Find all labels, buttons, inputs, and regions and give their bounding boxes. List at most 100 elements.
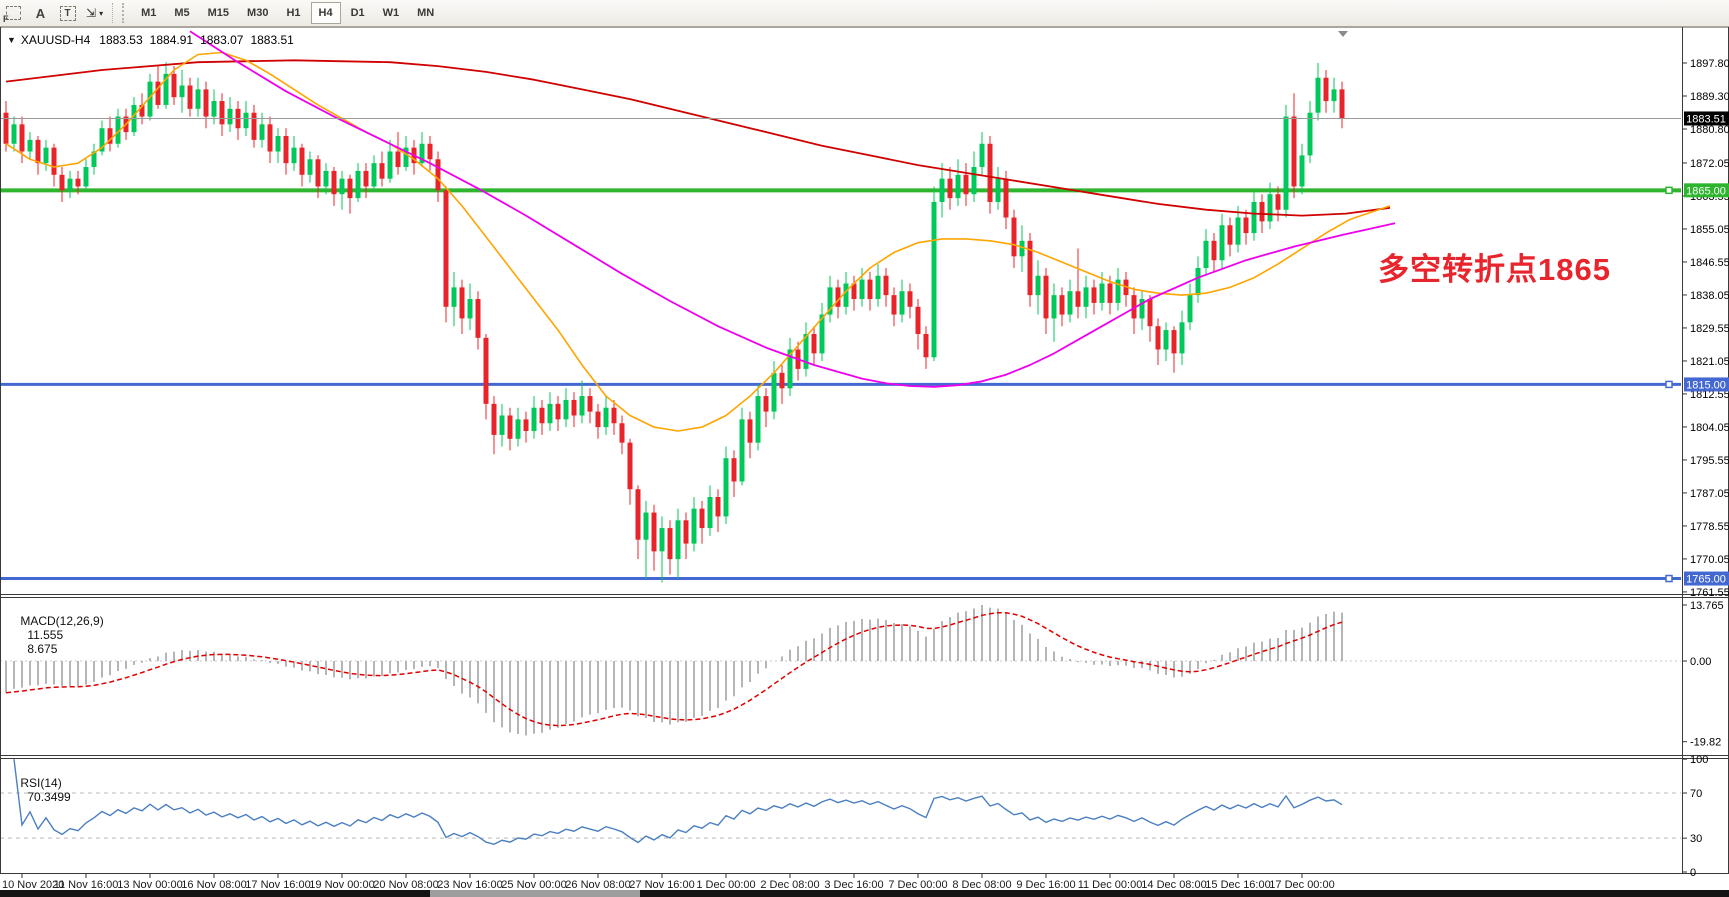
fibonacci-icon[interactable]: F (1, 2, 26, 25)
chart-canvas[interactable]: 1897.801889.301880.801872.051863.551855.… (0, 27, 1729, 897)
annotation-text: 多空转折点1865 (1378, 252, 1611, 287)
candle (27, 139, 33, 152)
scrollbar-thumb[interactable] (430, 890, 640, 897)
candle (195, 89, 201, 109)
level-handle[interactable] (1665, 186, 1673, 195)
candle (1115, 279, 1121, 303)
ma-magenta (189, 30, 1396, 388)
candle (867, 279, 873, 300)
candle (99, 128, 105, 152)
date-label: 13 Nov 00:00 (117, 879, 182, 891)
candle (1315, 77, 1321, 113)
candle (1235, 217, 1241, 245)
candle (883, 275, 889, 296)
timeframe-button-m5[interactable]: M5 (166, 2, 197, 24)
candle (731, 458, 737, 482)
candle (483, 337, 489, 404)
candle (963, 174, 969, 195)
candle (283, 135, 289, 164)
collapse-icon[interactable]: ▼ (7, 35, 16, 45)
candle (1171, 330, 1177, 354)
candle (363, 170, 369, 187)
candle (1251, 201, 1257, 234)
candle (291, 147, 297, 164)
timeframe-button-h1[interactable]: H1 (278, 2, 308, 24)
candle (691, 508, 697, 544)
candle (147, 81, 153, 117)
candle (955, 174, 961, 199)
price-tick-label: 1880.80 (1690, 124, 1729, 136)
candle (1275, 194, 1281, 210)
candle (11, 124, 17, 144)
candle (427, 143, 433, 160)
candle (1179, 322, 1185, 354)
candle (699, 508, 705, 529)
candle (683, 520, 689, 544)
candle (419, 143, 425, 164)
level-handle[interactable] (1665, 380, 1673, 389)
candle (67, 178, 73, 191)
candle (219, 101, 225, 125)
macd-signal-line (5, 611, 1343, 727)
candle (1331, 89, 1337, 102)
timeframe-button-m1[interactable]: M1 (133, 2, 164, 24)
candle (1307, 112, 1313, 156)
level-badge-text: 1815.00 (1686, 379, 1726, 391)
candle (1203, 240, 1209, 268)
text-label-icon[interactable]: A (28, 2, 53, 25)
date-label: 17 Dec 00:00 (1269, 879, 1334, 891)
candle (315, 159, 321, 187)
date-label: 23 Nov 16:00 (437, 879, 502, 891)
level-handle[interactable] (1665, 574, 1673, 583)
candle (891, 295, 897, 315)
toolbar-drag-handle[interactable] (122, 3, 128, 23)
candle (675, 520, 681, 560)
candle (1019, 240, 1025, 257)
candle (931, 201, 937, 358)
candle (739, 419, 745, 482)
candle (507, 415, 513, 439)
timeframe-button-w1[interactable]: W1 (375, 2, 408, 24)
candle (659, 528, 665, 552)
shift-marker-icon (1338, 31, 1348, 37)
text-box-icon[interactable]: T (55, 2, 80, 25)
rsi-tick-label: 0 (1690, 867, 1696, 879)
candle (115, 116, 121, 144)
candle (835, 287, 841, 307)
timeframe-button-d1[interactable]: D1 (343, 2, 373, 24)
timeframe-button-mn[interactable]: MN (409, 2, 442, 24)
close-value: 1883.51 (250, 33, 294, 47)
timeframe-button-h4[interactable]: H4 (310, 2, 341, 24)
candle (267, 124, 273, 152)
candle (499, 415, 505, 435)
price-tick-label: 1846.55 (1690, 257, 1729, 269)
date-label: 26 Nov 08:00 (565, 879, 630, 891)
candle (531, 407, 537, 432)
candle (915, 306, 921, 334)
candle (619, 423, 625, 443)
text-box-glyph: T (59, 5, 76, 21)
price-tick-label: 1829.55 (1690, 323, 1729, 335)
candle (811, 333, 817, 354)
fibonacci-box: F (3, 6, 21, 24)
date-label: 14 Dec 08:00 (1141, 879, 1206, 891)
candle (443, 190, 449, 307)
candle (379, 163, 385, 179)
candle (323, 170, 329, 187)
candle (715, 497, 721, 517)
arrows-icon[interactable]: ⇲ ▾ (82, 2, 107, 25)
current-price-badge-text: 1883.51 (1686, 113, 1726, 125)
date-label: 11 Dec 00:00 (1078, 879, 1143, 891)
candle (827, 287, 833, 315)
price-tick-label: 1897.80 (1690, 58, 1729, 70)
date-label: 2 Dec 08:00 (760, 879, 819, 891)
toolbar-separator (112, 3, 114, 23)
candle (451, 287, 457, 307)
rsi-tick-label: 70 (1690, 788, 1702, 800)
timeframe-button-m15[interactable]: M15 (200, 2, 237, 24)
price-tick-label: 1889.30 (1690, 91, 1729, 103)
date-label: 11 Nov 16:00 (54, 879, 119, 891)
timeframe-button-m30[interactable]: M30 (239, 2, 276, 24)
candle (1003, 178, 1009, 218)
chart-area[interactable]: 1897.801889.301880.801872.051863.551855.… (0, 27, 1729, 897)
